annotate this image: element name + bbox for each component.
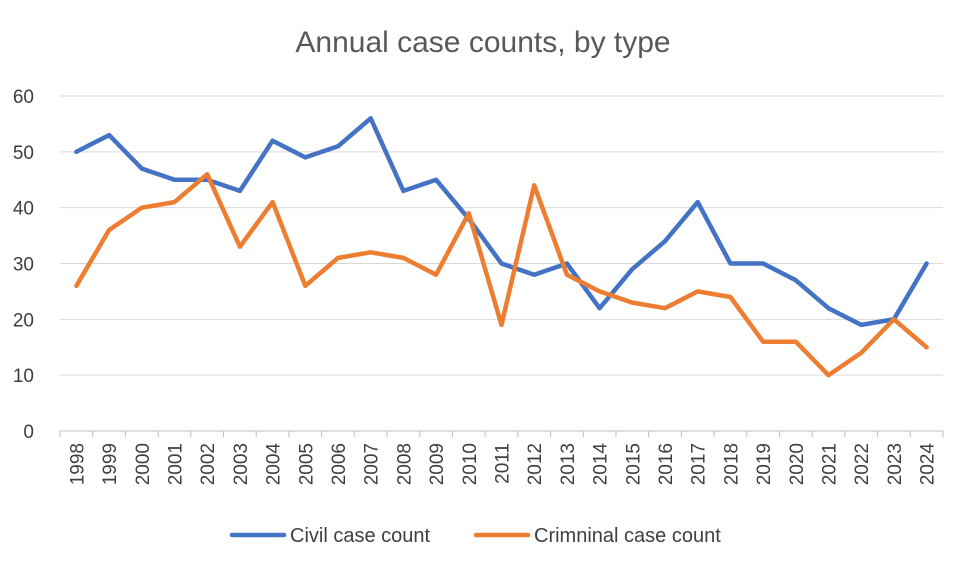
- series-line-criminal: [74, 171, 929, 378]
- x-tick-label: 2008: [394, 443, 415, 485]
- legend-item: Crimninal case count: [473, 525, 721, 547]
- y-tick-label: 50: [13, 143, 34, 164]
- x-tick-label: 2023: [885, 443, 906, 485]
- x-tick-label: 2024: [918, 443, 939, 486]
- x-tick-label: 2011: [493, 443, 514, 484]
- x-tick-label: 2022: [852, 443, 873, 485]
- x-tick-label: 2004: [264, 443, 285, 486]
- y-tick-label: 20: [13, 310, 34, 331]
- x-tick-label: 2015: [623, 443, 644, 485]
- series-lines: [74, 116, 929, 378]
- x-tick-label: 2013: [558, 443, 579, 485]
- x-tick-label: 2017: [689, 443, 710, 485]
- x-tick-label: 1998: [67, 443, 88, 485]
- x-tick-label: 2020: [787, 443, 808, 485]
- y-tick-label: 30: [13, 255, 34, 276]
- y-tick-label: 40: [13, 199, 34, 220]
- x-tick-label: 2021: [820, 443, 841, 485]
- chart-title: Annual case counts, by type: [295, 26, 670, 59]
- x-tick-label: 2018: [721, 443, 742, 485]
- x-tick-label: 1999: [100, 443, 121, 485]
- legend: Civil case count Crimninal case count: [229, 525, 721, 547]
- x-tick-label: 2002: [198, 443, 219, 485]
- x-tick-label: 2003: [231, 443, 252, 485]
- y-axis: 0 10 20 30 40 50 60: [13, 87, 34, 443]
- x-tick-label: 2009: [427, 443, 448, 485]
- x-tick-label: 2006: [329, 443, 350, 485]
- x-tick-label: 2005: [296, 443, 317, 485]
- y-tick-label: 60: [13, 87, 34, 108]
- x-tick-label: 2014: [591, 443, 612, 486]
- series-line-civil: [74, 116, 929, 328]
- x-tick-label: 2007: [362, 443, 383, 485]
- x-tick-label: 2000: [133, 443, 154, 485]
- x-tick-label: 2016: [656, 443, 677, 485]
- y-tick-label: 10: [13, 366, 34, 387]
- x-tick-label: 2012: [525, 443, 546, 485]
- legend-label: Crimninal case count: [534, 525, 721, 547]
- x-tick-label: 2001: [165, 443, 186, 485]
- legend-label: Civil case count: [290, 525, 431, 547]
- legend-item: Civil case count: [229, 525, 431, 547]
- y-tick-label: 0: [23, 422, 34, 443]
- x-tick-label: 2010: [460, 443, 481, 485]
- x-tick-label: 2019: [754, 443, 775, 485]
- x-axis: 1998 1999 2000 2001 2002 2003 2004 2005 2006 2007…: [59, 431, 944, 486]
